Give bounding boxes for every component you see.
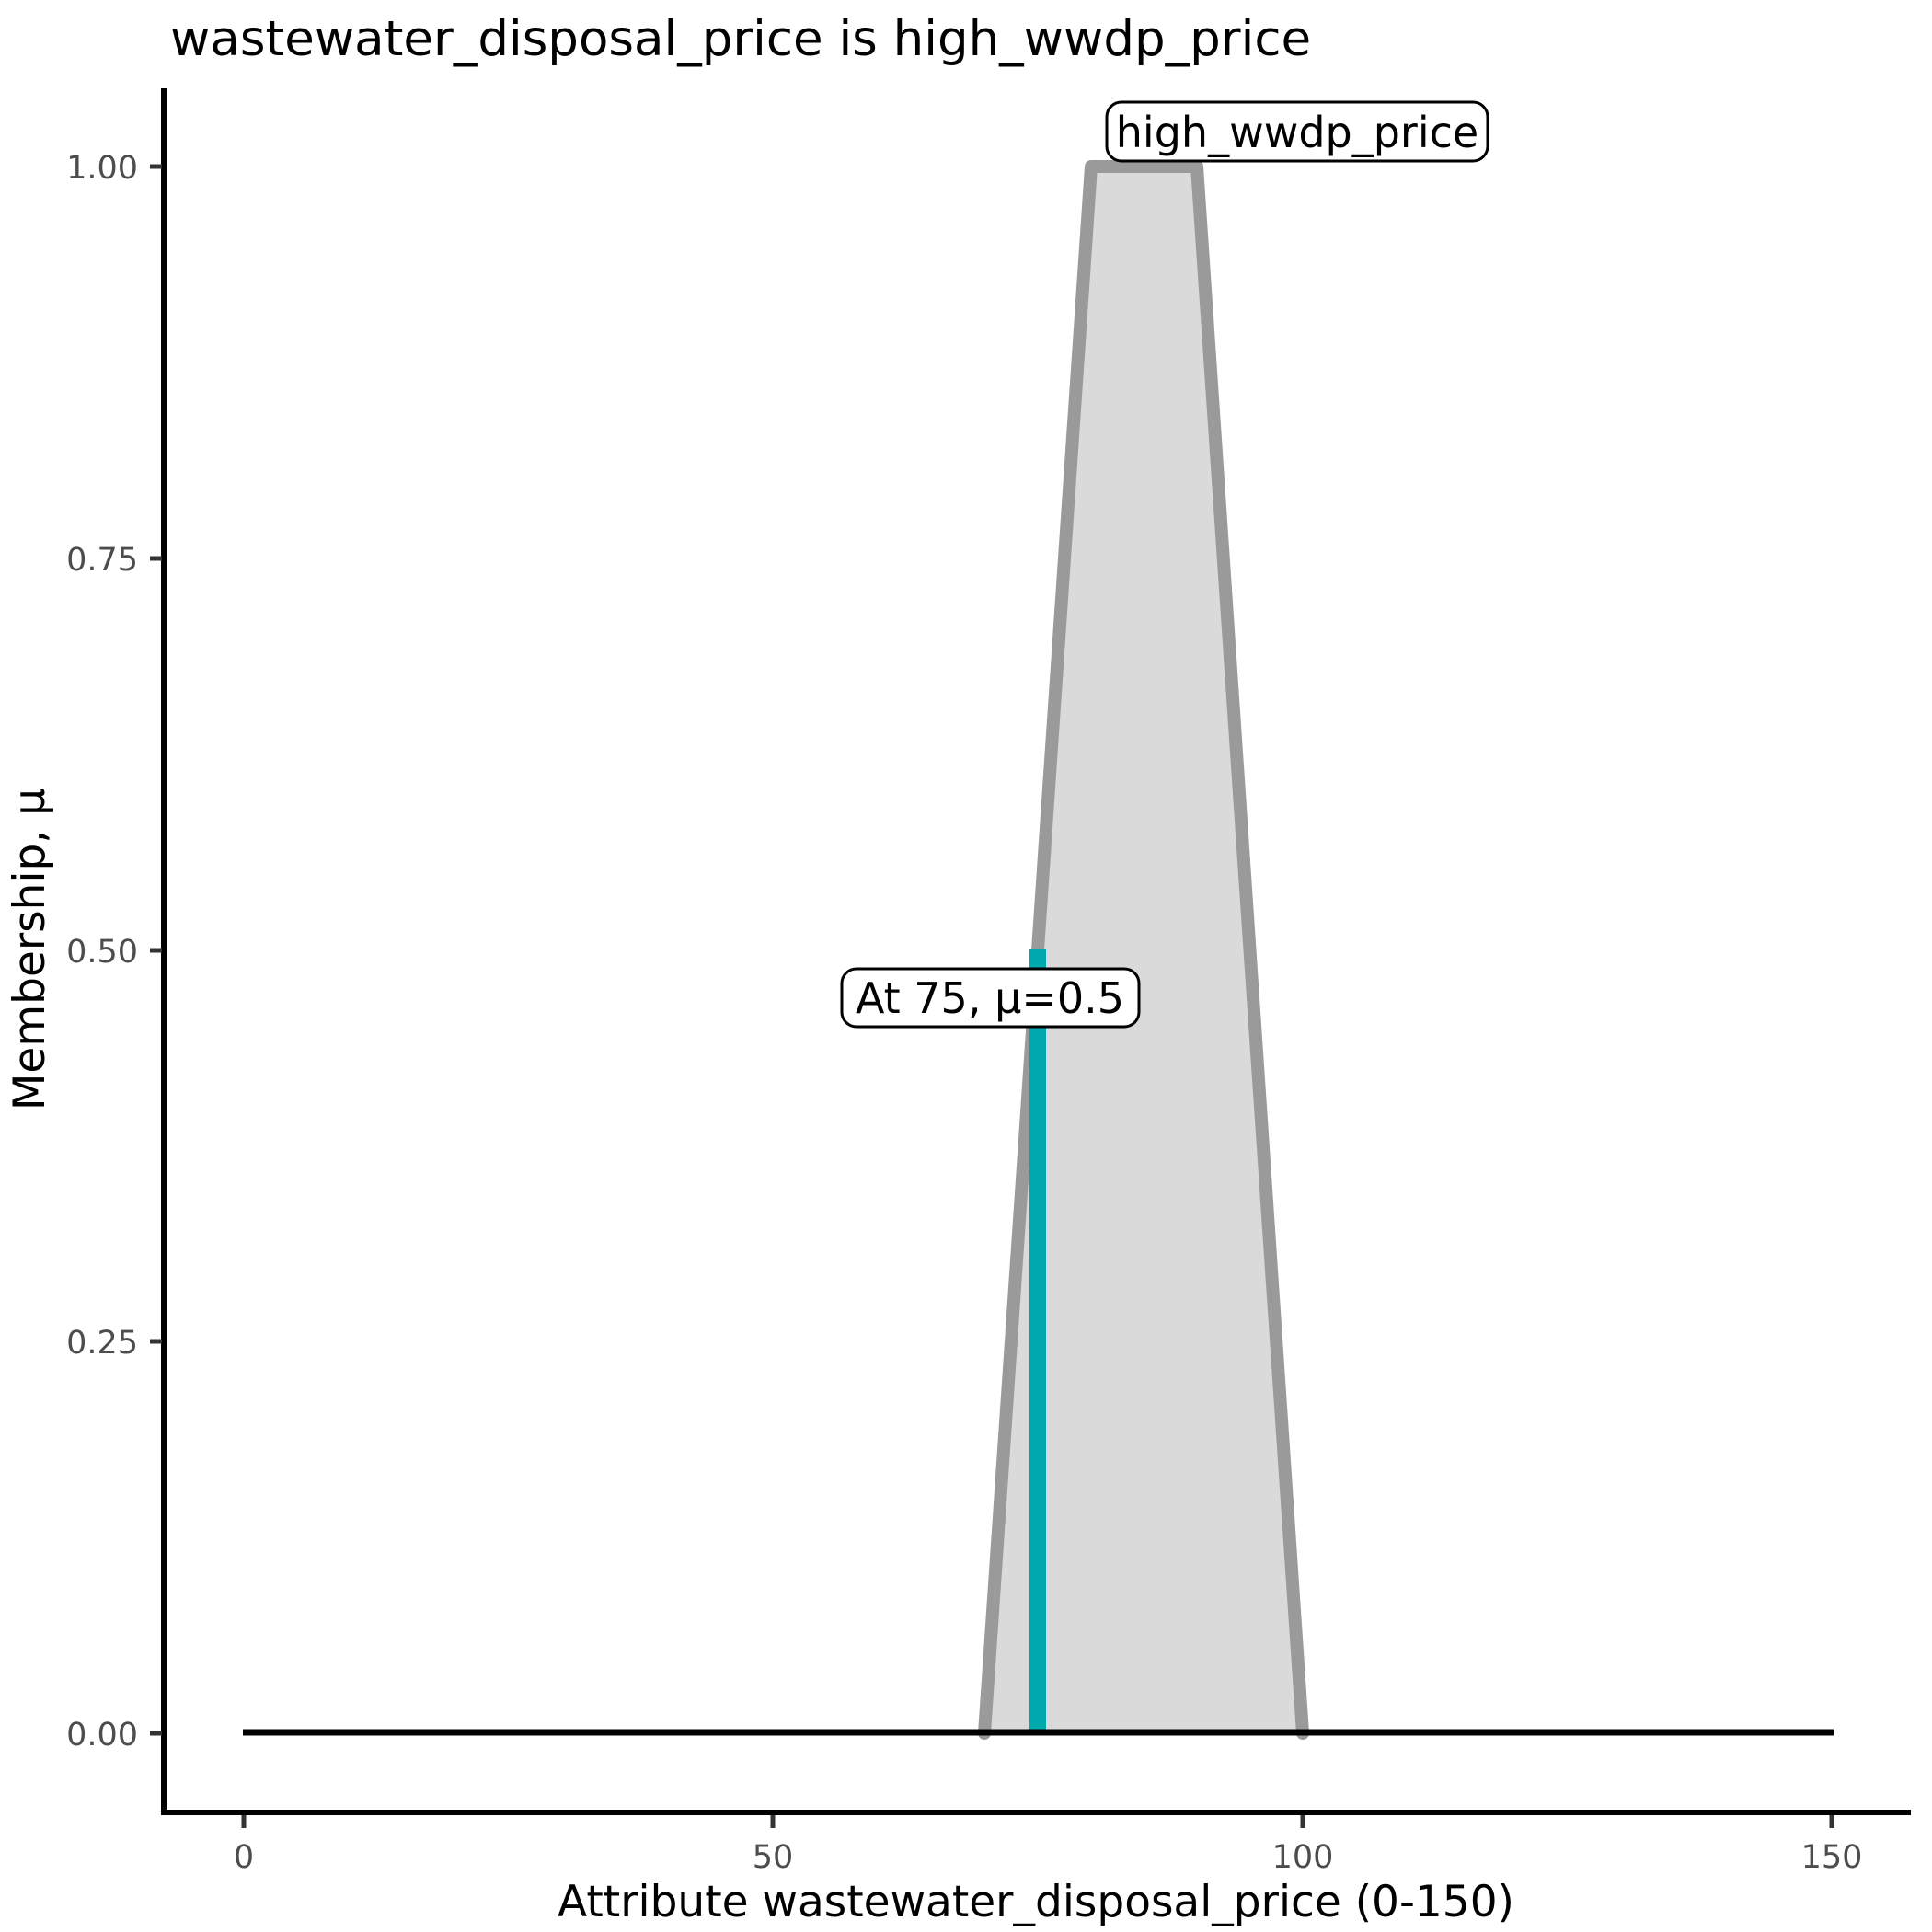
- marker-label-text: At 75, μ=0.5: [856, 973, 1124, 1023]
- x-tick-label-150: 150: [1801, 1839, 1863, 1876]
- marker-label-box: [840, 967, 1141, 1029]
- marker-label-annotation: At 75, μ=0.5: [840, 967, 1141, 1029]
- x-tick-label-50: 50: [753, 1839, 794, 1876]
- x-axis-title: Attribute wastewater_disposal_price (0-1…: [558, 1877, 1514, 1927]
- set-label-annotation: high_wwdp_price: [1105, 100, 1489, 163]
- x-tick-label-100: 100: [1272, 1839, 1334, 1876]
- y-axis-title: Membership, μ: [5, 788, 55, 1110]
- set-label-box: [1105, 100, 1489, 163]
- y-tick-label-0.75: 0.75: [66, 542, 138, 579]
- chart-title: wastewater_disposal_price is high_wwdp_p…: [170, 11, 1311, 67]
- y-tick-label-0.50: 0.50: [66, 934, 138, 971]
- set-label-text: high_wwdp_price: [1116, 108, 1478, 157]
- y-tick-label-1.00: 1.00: [66, 150, 138, 187]
- y-tick-label-0.25: 0.25: [66, 1325, 138, 1362]
- x-tick-label-0: 0: [234, 1839, 254, 1876]
- y-tick-label-0.00: 0.00: [66, 1717, 138, 1754]
